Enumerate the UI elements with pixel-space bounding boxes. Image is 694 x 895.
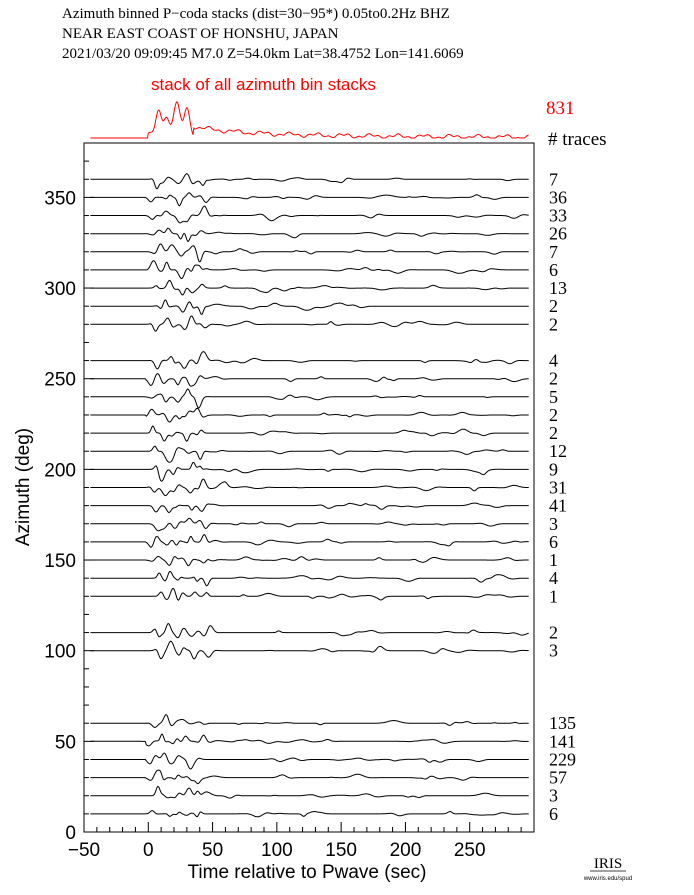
trace-az-10 <box>90 810 529 818</box>
y-tick-label: 350 <box>44 188 76 209</box>
trace-count-az-150: 1 <box>549 550 558 570</box>
x-tick-label: −50 <box>68 840 100 861</box>
traces-header: # traces <box>548 129 607 150</box>
trace-az-220 <box>90 425 529 442</box>
header-line-2: NEAR EAST COAST OF HONSHU, JAPAN <box>62 26 339 42</box>
trace-az-290 <box>90 299 529 315</box>
trace-az-210 <box>90 445 529 463</box>
x-tick-label: 150 <box>325 840 357 861</box>
trace-count-az-180: 41 <box>549 496 567 516</box>
y-tick-label: 150 <box>44 551 76 572</box>
header-line-1: Azimuth binned P−coda stacks (dist=30−95… <box>62 6 450 22</box>
trace-count-az-160: 6 <box>549 532 558 552</box>
trace-count-az-300: 13 <box>549 278 567 298</box>
y-tick-label: 250 <box>44 370 76 391</box>
trace-az-300 <box>90 279 529 296</box>
y-tick-label: 300 <box>44 279 76 300</box>
trace-az-320 <box>90 243 529 263</box>
x-axis: −50 0 50 100 150 200 250 <box>68 822 522 861</box>
stack-trace <box>90 101 529 139</box>
iris-logo: IRIS <box>594 856 622 872</box>
trace-count-az-280: 2 <box>549 314 558 334</box>
trace-az-130 <box>90 587 529 601</box>
trace-az-190 <box>90 478 529 497</box>
trace-count-az-20: 3 <box>549 786 558 806</box>
trace-count-az-50: 141 <box>549 731 576 751</box>
trace-count-az-350: 36 <box>549 187 567 207</box>
trace-group <box>90 173 529 818</box>
trace-count-az-210: 12 <box>549 441 567 461</box>
y-tick-label: 0 <box>65 823 76 844</box>
trace-count-az-360: 7 <box>549 169 558 189</box>
trace-count-az-130: 1 <box>549 586 558 606</box>
trace-count-az-200: 9 <box>549 459 558 479</box>
trace-az-360 <box>90 173 529 190</box>
y-axis: 0 50 100 150 200 250 300 350 <box>44 142 94 844</box>
stack-label: stack of all azimuth bin stacks <box>151 75 376 94</box>
trace-count-az-100: 3 <box>549 641 558 661</box>
trace-az-240 <box>90 388 529 409</box>
trace-az-230 <box>90 407 529 423</box>
x-axis-label: Time relative to Pwave (sec) <box>188 862 427 883</box>
trace-count-az-30: 57 <box>549 768 567 788</box>
trace-count-az-170: 3 <box>549 514 558 534</box>
trace-count-az-290: 2 <box>549 296 558 316</box>
trace-az-260 <box>90 351 529 370</box>
trace-az-350 <box>90 192 529 207</box>
trace-count-az-140: 4 <box>549 568 558 588</box>
trace-az-150 <box>90 556 529 567</box>
x-tick-label: 200 <box>390 840 422 861</box>
trace-count-az-240: 5 <box>549 387 558 407</box>
trace-count-az-60: 135 <box>549 713 576 733</box>
x-tick-label: 250 <box>454 840 486 861</box>
trace-count-az-310: 6 <box>549 260 558 280</box>
x-tick-label: 100 <box>261 840 293 861</box>
trace-az-200 <box>90 461 529 482</box>
logo-url: www.iris.edu/spud <box>583 876 632 882</box>
trace-az-40 <box>90 752 529 770</box>
trace-count-az-220: 2 <box>549 423 558 443</box>
trace-az-60 <box>90 713 529 728</box>
trace-count-az-110: 2 <box>549 623 558 643</box>
trace-count-az-190: 31 <box>549 478 567 498</box>
y-tick-label: 50 <box>55 732 76 753</box>
x-tick-label: 0 <box>143 840 154 861</box>
trace-az-140 <box>90 571 529 587</box>
y-axis-label: Azimuth (deg) <box>13 428 34 546</box>
trace-count-az-330: 26 <box>549 224 567 244</box>
trace-az-160 <box>90 534 529 548</box>
trace-count-az-340: 33 <box>549 206 567 226</box>
trace-az-100 <box>90 640 529 660</box>
trace-az-280 <box>90 315 529 332</box>
y-tick-label: 200 <box>44 460 76 481</box>
trace-az-30 <box>90 769 529 785</box>
trace-count-az-250: 2 <box>549 369 558 389</box>
trace-count-az-10: 6 <box>549 804 558 824</box>
trace-az-180 <box>90 502 529 514</box>
trace-az-310 <box>90 260 529 280</box>
trace-az-330 <box>90 227 529 242</box>
trace-count-az-230: 2 <box>549 405 558 425</box>
trace-az-170 <box>90 517 529 532</box>
trace-az-20 <box>90 785 529 799</box>
trace-az-340 <box>90 205 529 224</box>
trace-az-110 <box>90 623 529 639</box>
trace-az-250 <box>90 373 529 387</box>
trace-count-az-320: 7 <box>549 242 558 262</box>
trace-count-az-260: 4 <box>549 351 558 371</box>
trace-az-50 <box>90 733 529 747</box>
trace-count-az-40: 229 <box>549 749 576 769</box>
x-tick-label: 50 <box>202 840 223 861</box>
y-tick-label: 100 <box>44 642 76 663</box>
stack-count: 831 <box>546 98 575 119</box>
header-line-3: 2021/03/20 09:09:45 M7.0 Z=54.0km Lat=38… <box>62 46 464 62</box>
trace-counts: 7363326761322425221293141361412313514122… <box>549 169 576 824</box>
